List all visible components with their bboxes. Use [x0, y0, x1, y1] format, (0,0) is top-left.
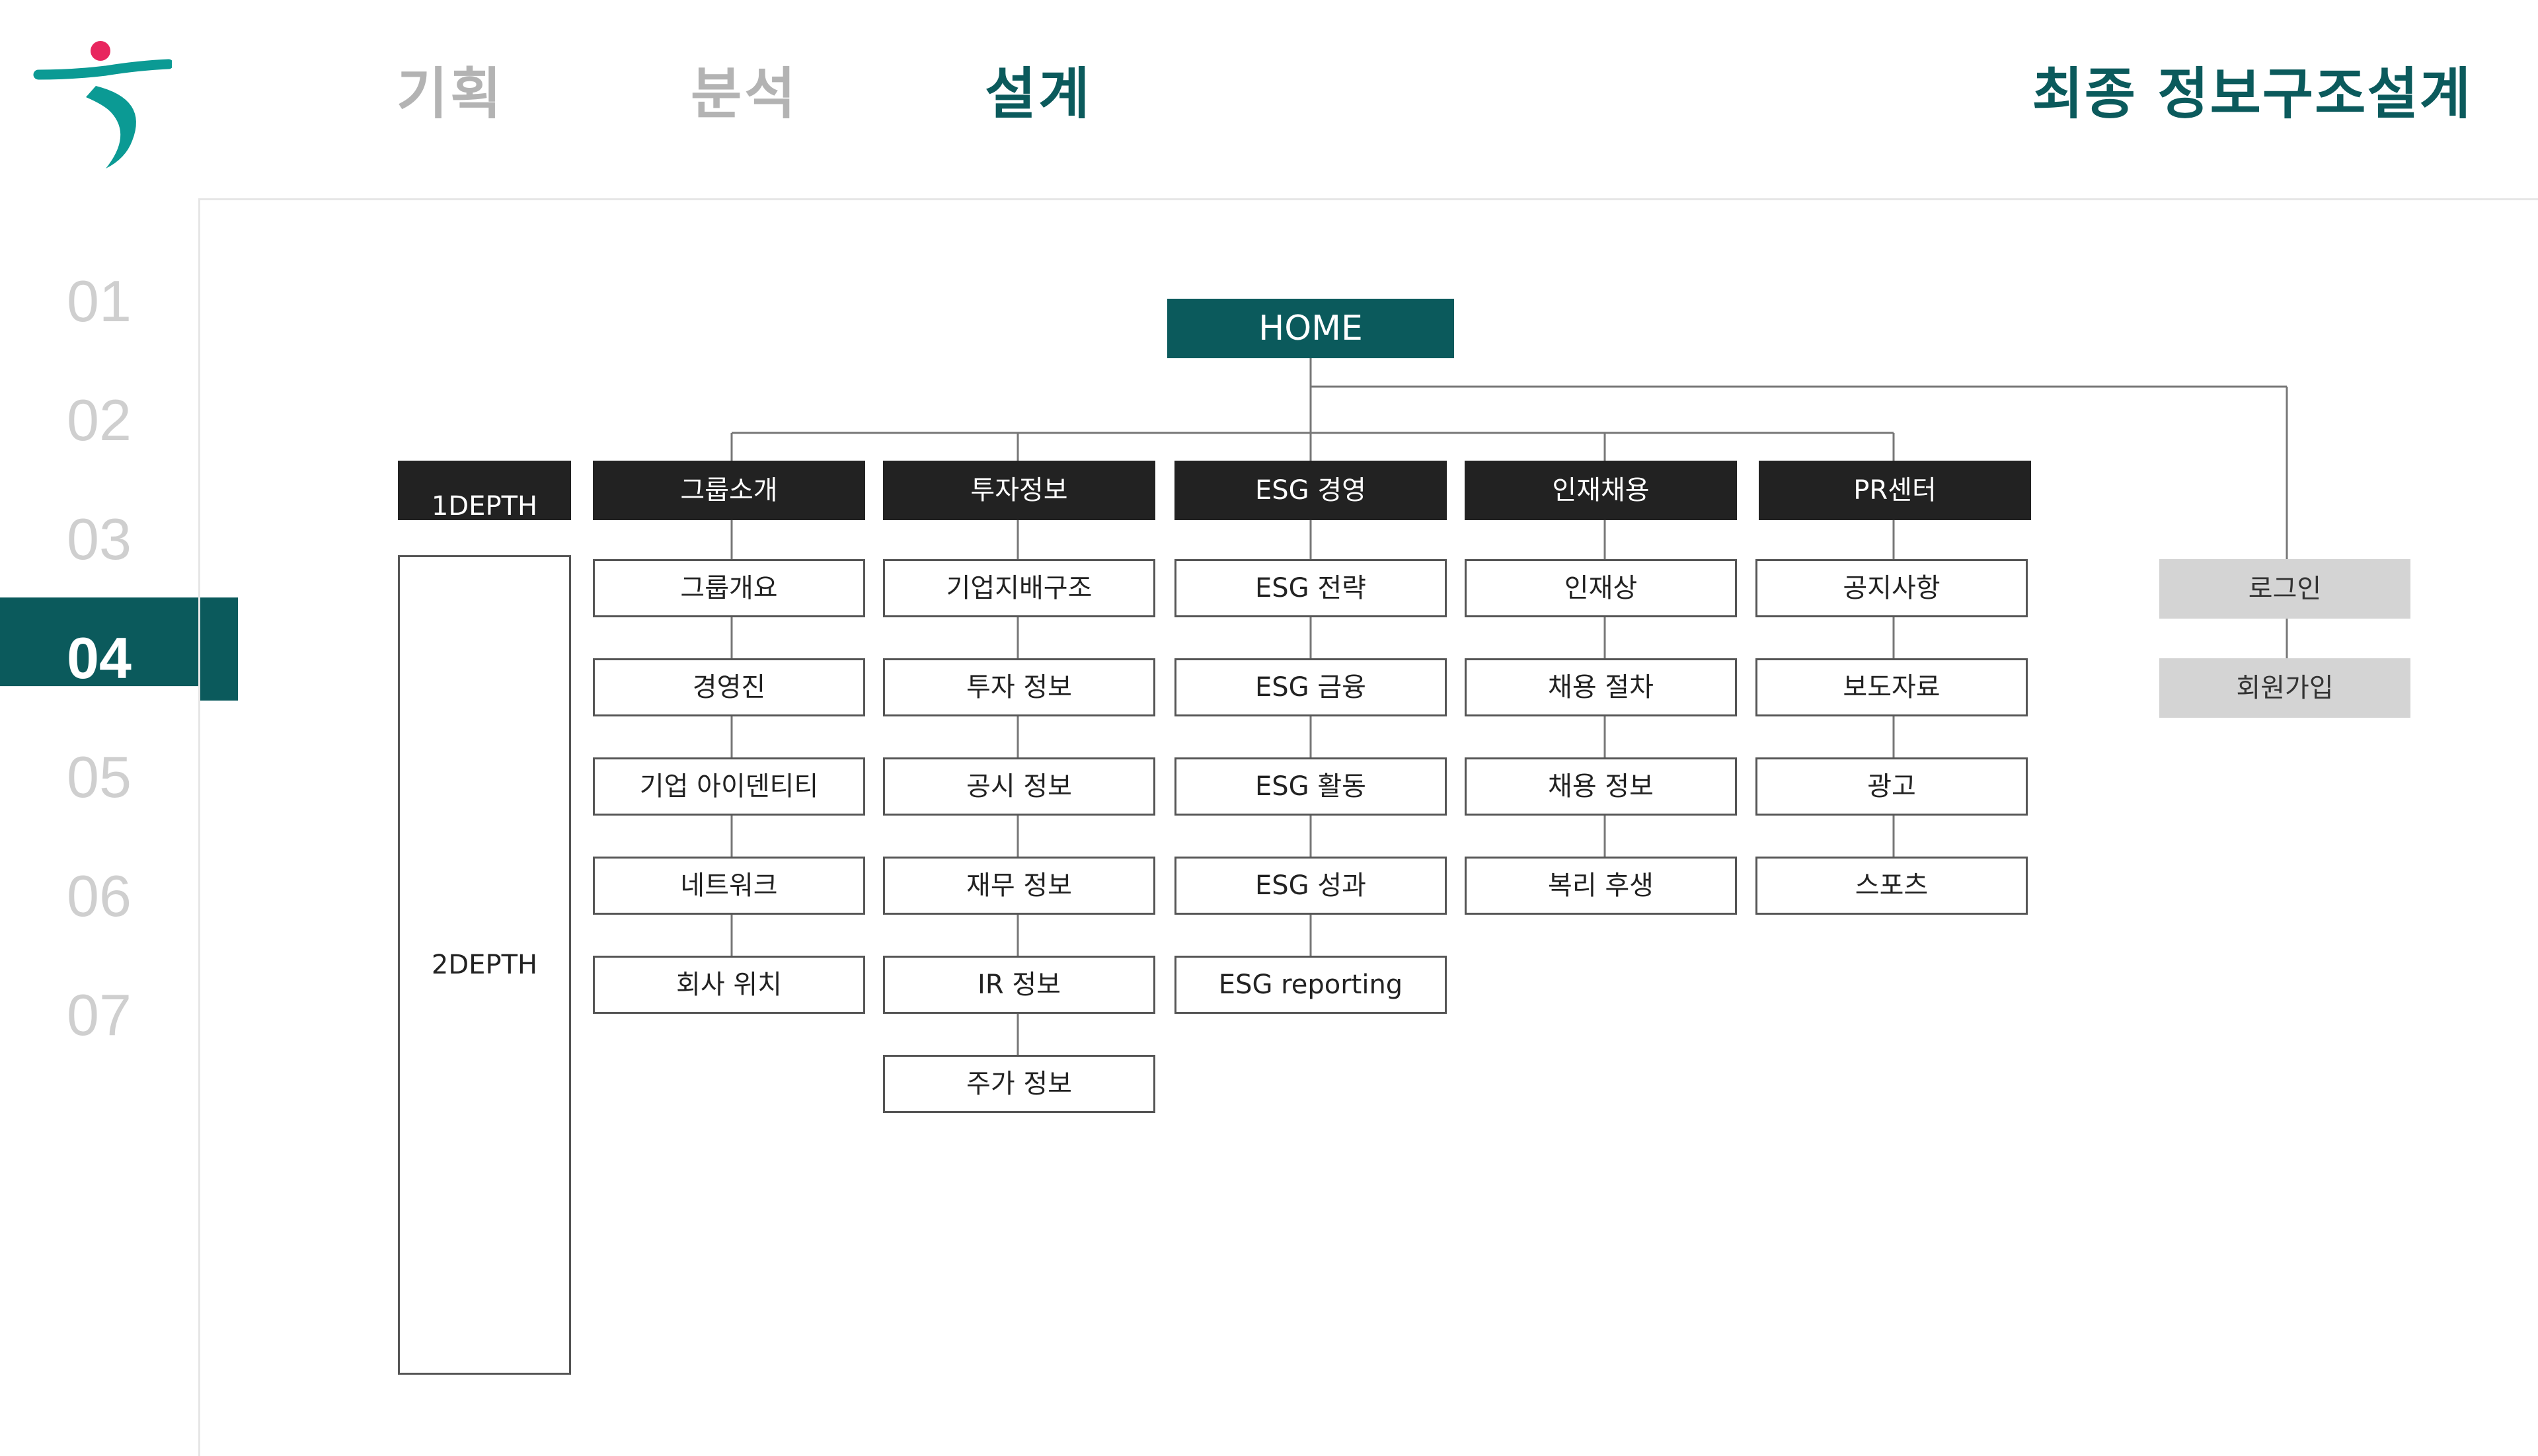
content-frame: [198, 198, 2538, 1456]
tab-analysis[interactable]: 분석: [691, 61, 798, 126]
step-06[interactable]: 06: [67, 863, 132, 929]
node-esg-reporting[interactable]: ESG reporting: [1174, 956, 1447, 1014]
step-01[interactable]: 01: [67, 268, 132, 334]
signup-node[interactable]: 회원가입: [2159, 658, 2410, 718]
node-esg-finance[interactable]: ESG 금융: [1174, 658, 1447, 716]
category-pr-center[interactable]: PR센터: [1759, 461, 2031, 520]
node-stock-info[interactable]: 주가 정보: [883, 1055, 1155, 1113]
tab-planning[interactable]: 기획: [397, 61, 504, 126]
node-investment-info[interactable]: 투자 정보: [883, 658, 1155, 716]
category-investor-info[interactable]: 투자정보: [883, 461, 1155, 520]
depth2-label: 2DEPTH: [398, 555, 571, 1375]
node-advertising[interactable]: 광고: [1755, 757, 2028, 816]
logo-dot: [91, 41, 110, 61]
node-corporate-identity[interactable]: 기업 아이덴티티: [593, 757, 865, 816]
node-governance[interactable]: 기업지배구조: [883, 559, 1155, 617]
node-company-location[interactable]: 회사 위치: [593, 956, 865, 1014]
node-group-overview[interactable]: 그룹개요: [593, 559, 865, 617]
home-node[interactable]: HOME: [1167, 299, 1454, 358]
logo-arm: [33, 59, 172, 80]
node-hiring-process[interactable]: 채용 절차: [1465, 658, 1737, 716]
category-recruitment[interactable]: 인재채용: [1465, 461, 1737, 520]
brand-logo[interactable]: [33, 36, 172, 169]
step-04[interactable]: 04: [67, 625, 132, 691]
category-esg[interactable]: ESG 경영: [1174, 461, 1447, 520]
step-02[interactable]: 02: [67, 387, 132, 453]
page-title: 최종 정보구조설계: [2032, 61, 2472, 126]
node-management[interactable]: 경영진: [593, 658, 865, 716]
node-sports[interactable]: 스포츠: [1755, 857, 2028, 915]
node-notices[interactable]: 공지사항: [1755, 559, 2028, 617]
node-hiring-info[interactable]: 채용 정보: [1465, 757, 1737, 816]
node-network[interactable]: 네트워크: [593, 857, 865, 915]
login-node[interactable]: 로그인: [2159, 559, 2410, 619]
node-esg-performance[interactable]: ESG 성과: [1174, 857, 1447, 915]
step-07[interactable]: 07: [67, 982, 132, 1048]
logo-body: [86, 86, 136, 169]
node-financial-info[interactable]: 재무 정보: [883, 857, 1155, 915]
step-03[interactable]: 03: [67, 506, 132, 572]
node-talent[interactable]: 인재상: [1465, 559, 1737, 617]
node-esg-activity[interactable]: ESG 활동: [1174, 757, 1447, 816]
depth1-label-text: 1DEPTH: [431, 491, 538, 520]
category-group-intro[interactable]: 그룹소개: [593, 461, 865, 520]
node-ir-info[interactable]: IR 정보: [883, 956, 1155, 1014]
node-disclosure-info[interactable]: 공시 정보: [883, 757, 1155, 816]
step-05[interactable]: 05: [67, 744, 132, 810]
node-esg-strategy[interactable]: ESG 전략: [1174, 559, 1447, 617]
depth1-label: 1DEPTH: [398, 461, 571, 520]
tab-design[interactable]: 설계: [985, 61, 1093, 126]
node-press-releases[interactable]: 보도자료: [1755, 658, 2028, 716]
node-welfare[interactable]: 복리 후생: [1465, 857, 1737, 915]
